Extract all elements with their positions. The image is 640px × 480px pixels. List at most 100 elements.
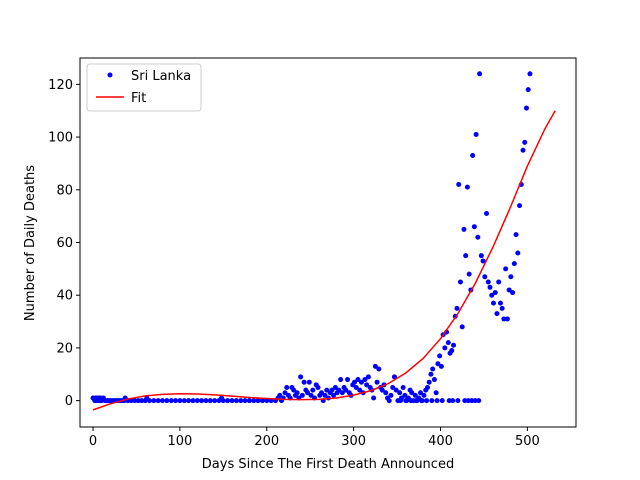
- data-point: [386, 398, 392, 404]
- data-point: [400, 384, 406, 390]
- x-axis-label: Days Since The First Death Announced: [202, 457, 454, 472]
- data-point: [355, 377, 361, 383]
- data-point: [522, 139, 528, 145]
- data-point: [508, 274, 514, 280]
- data-point: [449, 348, 455, 354]
- data-point: [177, 398, 183, 404]
- data-point: [426, 379, 432, 385]
- data-point: [413, 398, 419, 404]
- data-point: [364, 382, 370, 388]
- data-point: [478, 253, 484, 259]
- data-point: [433, 390, 439, 396]
- data-point: [139, 398, 145, 404]
- data-point: [487, 284, 493, 290]
- data-point: [451, 342, 457, 348]
- data-point: [462, 398, 468, 404]
- y-tick-label: 80: [56, 183, 73, 198]
- data-point: [246, 398, 252, 404]
- data-point: [397, 390, 403, 396]
- data-point: [168, 398, 174, 404]
- y-axis-label: Number of Daily Deaths: [23, 165, 38, 321]
- x-tick-label: 100: [167, 434, 192, 449]
- data-point: [315, 384, 321, 390]
- data-point: [437, 353, 443, 359]
- data-point: [372, 363, 378, 369]
- data-point: [339, 390, 345, 396]
- y-tick-label: 120: [48, 78, 73, 93]
- data-point: [412, 392, 418, 398]
- data-point: [146, 398, 152, 404]
- data-point: [429, 398, 435, 404]
- data-point: [351, 379, 357, 385]
- data-point: [456, 182, 462, 188]
- data-point: [464, 184, 470, 190]
- data-point: [434, 398, 440, 404]
- data-point: [421, 392, 427, 398]
- data-point: [398, 398, 404, 404]
- data-point: [284, 384, 290, 390]
- data-point: [527, 71, 533, 77]
- data-point: [308, 392, 314, 398]
- data-point: [499, 305, 505, 311]
- data-point: [428, 371, 434, 377]
- data-point: [402, 392, 408, 398]
- data-point: [294, 390, 300, 396]
- data-point: [135, 398, 141, 404]
- data-point: [515, 250, 521, 256]
- data-point: [485, 279, 491, 285]
- data-point: [469, 398, 475, 404]
- data-point: [454, 305, 460, 311]
- data-point: [393, 387, 399, 393]
- data-point: [343, 387, 349, 393]
- data-point: [194, 398, 200, 404]
- data-point: [390, 384, 396, 390]
- series-layer: [90, 71, 556, 411]
- data-point: [242, 398, 248, 404]
- data-point: [409, 390, 415, 396]
- data-point: [301, 379, 307, 385]
- data-point: [238, 398, 244, 404]
- data-point: [465, 398, 471, 404]
- x-tick-label: 500: [515, 434, 540, 449]
- data-point: [336, 387, 342, 393]
- data-point: [298, 374, 304, 380]
- data-point: [264, 398, 270, 404]
- data-point: [470, 153, 476, 159]
- data-point: [492, 290, 498, 296]
- y-tick-label: 60: [56, 236, 73, 251]
- y-tick-label: 100: [48, 131, 73, 146]
- data-point: [332, 384, 338, 390]
- data-point: [459, 324, 465, 330]
- data-point: [160, 398, 166, 404]
- data-point: [442, 345, 448, 351]
- y-tick-label: 0: [65, 394, 73, 409]
- data-point: [371, 395, 377, 401]
- legend-box: [86, 63, 202, 112]
- data-point: [430, 366, 436, 372]
- data-point: [391, 374, 397, 380]
- data-point: [424, 384, 430, 390]
- data-point: [338, 377, 344, 383]
- data-point: [403, 398, 409, 404]
- data-point: [463, 253, 469, 259]
- data-point: [494, 311, 500, 317]
- data-point: [181, 398, 187, 404]
- data-point: [480, 258, 486, 264]
- data-point: [472, 398, 478, 404]
- data-point: [324, 387, 330, 393]
- data-point: [186, 398, 192, 404]
- data-point: [490, 300, 496, 306]
- data-point: [408, 398, 414, 404]
- data-point: [484, 211, 490, 217]
- x-tick-label: 200: [254, 434, 279, 449]
- fit-line: [92, 110, 556, 411]
- data-point: [435, 361, 441, 367]
- data-point: [357, 387, 363, 393]
- data-point: [151, 398, 157, 404]
- data-point: [446, 398, 452, 404]
- data-point: [291, 387, 297, 393]
- data-point: [164, 398, 170, 404]
- data-point: [496, 279, 502, 285]
- data-point: [199, 398, 205, 404]
- data-point: [306, 379, 312, 385]
